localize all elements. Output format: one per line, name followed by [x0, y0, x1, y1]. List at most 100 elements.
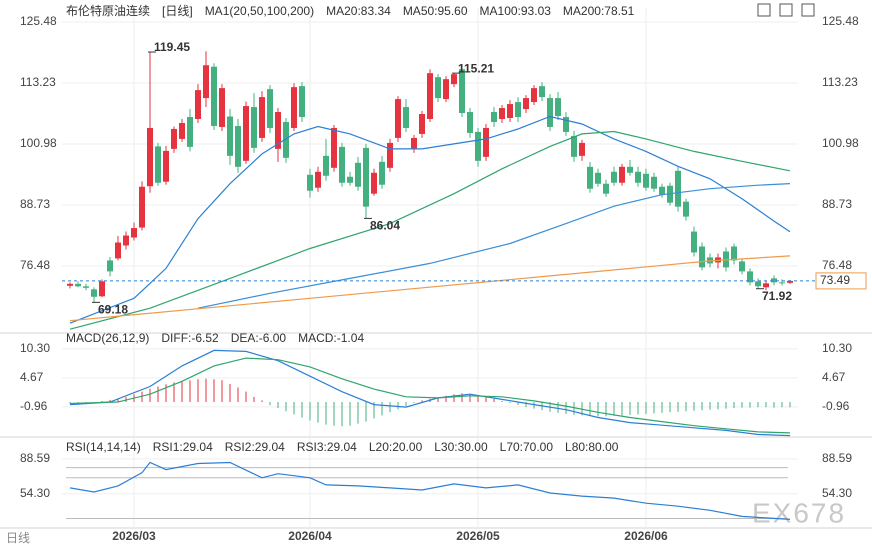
candle-body [595, 172, 601, 184]
candle-body [275, 112, 281, 149]
candle-body [323, 155, 329, 176]
candle-body [443, 79, 449, 100]
candle-body [363, 147, 369, 207]
candle-body [515, 102, 521, 118]
y-tick-label: 54.30 [20, 486, 50, 500]
candle-body [571, 135, 577, 157]
candle-body [747, 271, 753, 283]
legend-entry: DEA:-6.00 [231, 331, 287, 345]
candle-body [299, 86, 305, 118]
legend-entry: RSI3:29.04 [297, 440, 357, 454]
period-tab[interactable]: 日线 [6, 531, 30, 545]
candle-body [603, 183, 609, 194]
candle-body [147, 127, 153, 187]
candle-body [219, 88, 225, 127]
annotation-label: 115.21 [458, 61, 494, 75]
candle-body [451, 74, 457, 85]
candle-body [283, 121, 289, 158]
legend-entry: MA20:83.34 [326, 4, 391, 18]
candle-body [499, 108, 505, 120]
annotation-label: 69.18 [98, 303, 128, 317]
candle-body [67, 283, 73, 286]
candle-body [131, 228, 137, 238]
legend-entry: MACD(26,12,9) [66, 331, 149, 345]
legend-entry: 布伦特原油连续 [66, 3, 150, 18]
legend-entry: MA200:78.51 [563, 4, 635, 18]
candle-body [427, 73, 433, 120]
candle-body [371, 172, 377, 194]
candle-body [787, 280, 793, 283]
candle-body [235, 125, 241, 167]
y-tick-label: 88.59 [20, 451, 50, 465]
candle-body [619, 166, 625, 183]
candle-body [203, 65, 209, 99]
y-tick-label: 125.48 [20, 14, 57, 28]
candle-body [659, 186, 665, 195]
x-tick-label: 2026/05 [456, 529, 500, 543]
legend-entry: L70:70.00 [500, 440, 554, 454]
candle-body [355, 162, 361, 187]
macd-line [69, 357, 791, 434]
candle-body [491, 112, 497, 122]
ma-line [69, 115, 791, 324]
candle-body [307, 174, 313, 191]
candle-body [539, 86, 545, 98]
candle-body [739, 261, 745, 272]
candle-body [651, 176, 657, 189]
legend-entry: MACD:-1.04 [298, 331, 364, 345]
candle-body [771, 278, 777, 283]
tool-icon[interactable] [757, 3, 771, 17]
tool-icon[interactable] [779, 3, 793, 17]
candle-body [139, 186, 145, 228]
candle-body [587, 166, 593, 189]
y-tick-label: 88.73 [20, 197, 50, 211]
candle-body [579, 142, 585, 156]
candle-body [243, 106, 249, 161]
candle-body [683, 201, 689, 217]
candle-body [403, 107, 409, 128]
legend-entry[interactable]: [日线] [162, 4, 193, 18]
candle-body [411, 137, 417, 149]
legend-entry: MA50:95.60 [403, 4, 468, 18]
y-tick-label: 4.67 [20, 370, 44, 384]
candle-body [475, 131, 481, 161]
rsi-line [69, 461, 791, 520]
candle-body [459, 69, 465, 114]
candle-body [83, 286, 89, 288]
watermark: EX678 [752, 497, 846, 528]
candle-body [163, 150, 169, 182]
legend-entry: L80:80.00 [565, 440, 619, 454]
x-tick-label: 2026/03 [112, 529, 156, 543]
candle-body [763, 283, 769, 288]
x-tick-label: 2026/06 [624, 529, 668, 543]
legend-entry: RSI2:29.04 [225, 440, 285, 454]
candle-body [155, 146, 161, 183]
ma-line [197, 183, 791, 309]
candle-body [347, 176, 353, 183]
candle-body [531, 88, 537, 103]
candle-body [675, 170, 681, 207]
candle-body [187, 117, 193, 147]
candle-body [467, 112, 473, 133]
ma-line [69, 130, 791, 330]
legend-entry: MA100:93.03 [480, 4, 552, 18]
candle-body [115, 242, 121, 259]
legend-entry: RSI1:29.04 [153, 440, 213, 454]
candle-body [395, 99, 401, 138]
y-tick-label: 10.30 [20, 341, 50, 355]
candle-body [627, 166, 633, 173]
candle-body [267, 89, 273, 128]
annotation-label: 71.92 [762, 289, 792, 303]
candle-body [195, 90, 201, 120]
candle-body [755, 281, 761, 287]
y-tick-label: 113.23 [822, 75, 858, 89]
legend-entry: L30:30.00 [434, 440, 488, 454]
candle-body [387, 142, 393, 168]
candle-body [339, 146, 345, 183]
candle-body [171, 128, 177, 149]
legend-entry: DIFF:-6.52 [161, 331, 219, 345]
tool-icon[interactable] [801, 3, 815, 17]
last-price-label: 73.49 [820, 273, 850, 287]
toolbar[interactable] [757, 3, 815, 17]
